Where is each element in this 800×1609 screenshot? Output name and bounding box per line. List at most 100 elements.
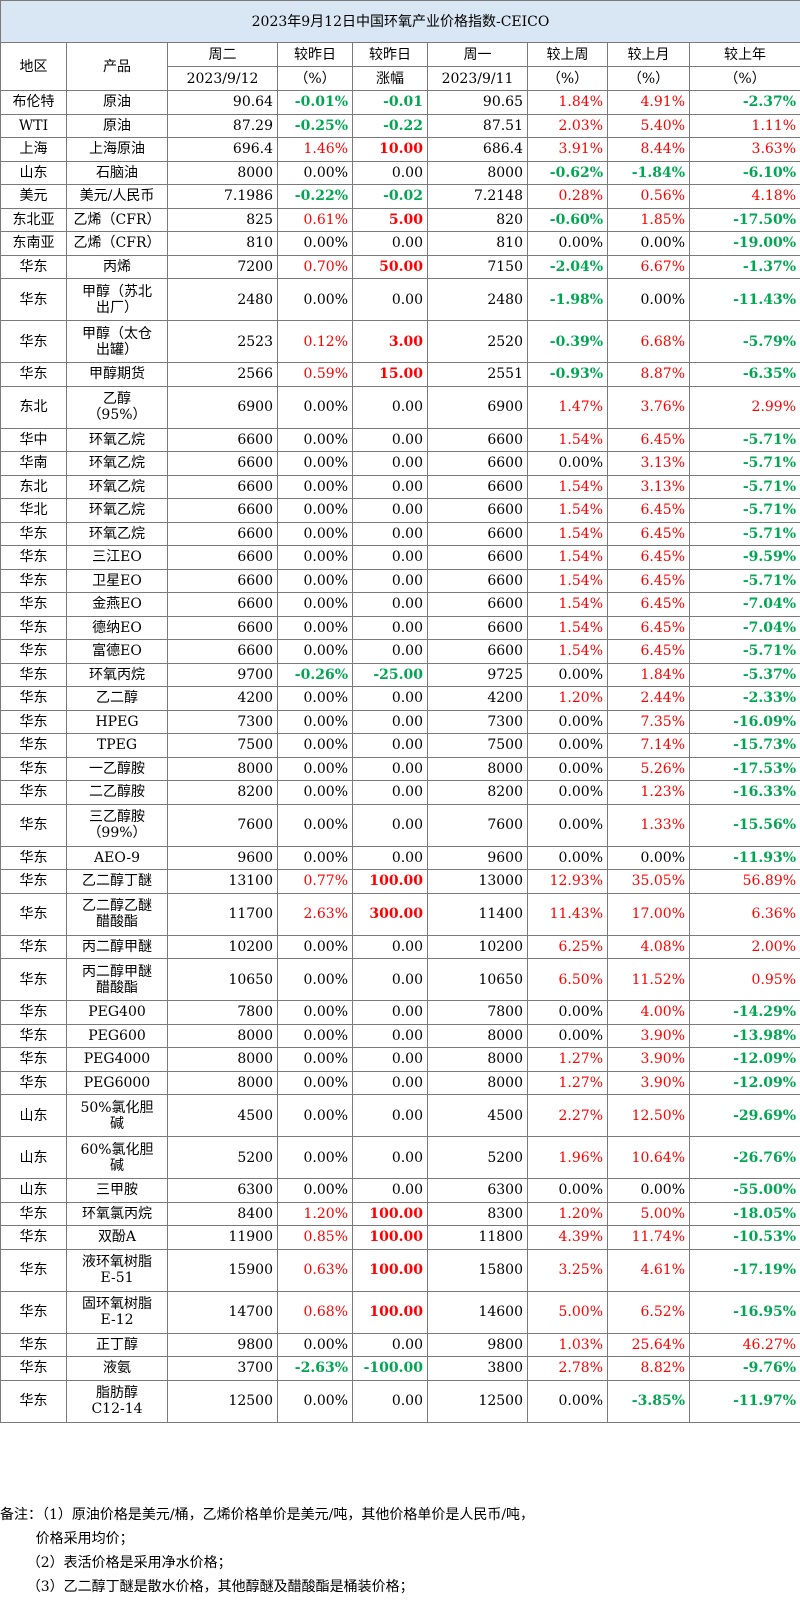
cell-wow: -1.98% [527, 278, 608, 321]
cell-wow: 0.00% [527, 733, 608, 758]
cell-product: 原油 [66, 90, 168, 115]
cell-yoy: -16.95% [688, 1290, 800, 1334]
cell-today: 6600 [167, 639, 278, 664]
cell-dod-chg: 0.00 [352, 845, 428, 870]
cell-dod-pct: 0.00% [277, 427, 353, 452]
header-prev: 周一 [427, 42, 528, 67]
cell-today: 9600 [167, 845, 278, 870]
cell-wow: 0.00% [527, 780, 608, 805]
table-row: 山东 60%氯化胆 碱 5200 0.00% 0.00 5200 1.96% 10.64% -2… [0, 1136, 800, 1179]
cell-dod-chg: 0.00 [352, 1094, 428, 1137]
cell-prev: 6600 [427, 615, 528, 640]
cell-region: 华东 [0, 1000, 67, 1025]
cell-today: 6600 [167, 427, 278, 452]
cell-yoy: -17.53% [688, 756, 800, 781]
cell-yoy: -2.33% [688, 686, 800, 711]
cell-dod-pct: 0.00% [277, 231, 353, 256]
cell-product: AEO-9 [66, 845, 168, 870]
cell-yoy: 4.18% [688, 184, 800, 209]
cell-today: 6300 [167, 1178, 278, 1203]
cell-product: 乙烯（CFR） [66, 207, 168, 232]
header-dod-pct-unit: （%） [277, 66, 353, 91]
cell-wow: 11.43% [527, 892, 608, 936]
cell-mom: 8.44% [607, 137, 690, 162]
cell-mom: 25.64% [607, 1332, 690, 1357]
cell-today: 7200 [167, 254, 278, 279]
cell-mom: 0.00% [607, 231, 690, 256]
cell-wow: 1.54% [527, 545, 608, 570]
header-region: 地区 [0, 42, 67, 91]
cell-dod-pct: 0.00% [277, 639, 353, 664]
cell-mom: 7.14% [607, 733, 690, 758]
cell-product: 环氧乙烷 [66, 498, 168, 523]
cell-dod-chg: -0.01 [352, 90, 428, 115]
cell-wow: 0.00% [527, 803, 608, 847]
cell-dod-chg: 0.00 [352, 934, 428, 959]
cell-region: 华东 [0, 615, 67, 640]
cell-prev: 8000 [427, 160, 528, 185]
cell-dod-pct: -0.22% [277, 184, 353, 209]
cell-product: 脂肪醇 C12-14 [66, 1379, 168, 1423]
cell-wow: 1.27% [527, 1070, 608, 1095]
cell-yoy: -16.33% [688, 780, 800, 805]
cell-today: 8000 [167, 756, 278, 781]
cell-today: 8000 [167, 1047, 278, 1072]
table-row: WTI 原油 87.29 -0.25% -0.22 87.51 2.03% 5.40% 1.11… [0, 113, 800, 138]
cell-dod-chg: 0.00 [352, 160, 428, 185]
cell-dod-pct: 0.00% [277, 1094, 353, 1137]
cell-yoy: -10.53% [688, 1225, 800, 1250]
table-row: 华东 HPEG 7300 0.00% 0.00 7300 0.00% 7.35% -16.09% [0, 709, 800, 734]
cell-product: 三江EO [66, 545, 168, 570]
table-row: 华东 乙二醇 4200 0.00% 0.00 4200 1.20% 2.44% -2.33% [0, 686, 800, 711]
cell-dod-chg: 100.00 [352, 869, 428, 894]
cell-yoy: -19.00% [688, 231, 800, 256]
cell-today: 5200 [167, 1136, 278, 1179]
cell-region: 华东 [0, 686, 67, 711]
cell-dod-chg: 0.00 [352, 1023, 428, 1048]
cell-mom: 4.00% [607, 1000, 690, 1025]
cell-today: 9800 [167, 1332, 278, 1357]
table-row: 上海 上海原油 696.4 1.46% 10.00 686.4 3.91% 8.44% 3.63… [0, 137, 800, 162]
cell-prev: 7.2148 [427, 184, 528, 209]
cell-region: 华东 [0, 521, 67, 546]
cell-wow: 3.91% [527, 137, 608, 162]
table-row: 华东 固环氧树脂 E-12 14700 0.68% 100.00 14600 5.00% 6.… [0, 1290, 800, 1334]
table-row: 华东 AEO-9 9600 0.00% 0.00 9600 0.00% 0.00% -11.93… [0, 845, 800, 870]
cell-today: 7600 [167, 803, 278, 847]
cell-dod-pct: 0.00% [277, 845, 353, 870]
cell-prev: 6600 [427, 521, 528, 546]
cell-dod-chg: -0.02 [352, 184, 428, 209]
cell-region: 东北 [0, 474, 67, 499]
cell-today: 10650 [167, 958, 278, 1001]
cell-mom: 0.00% [607, 1178, 690, 1203]
cell-wow: 4.39% [527, 1225, 608, 1250]
cell-dod-chg: 0.00 [352, 474, 428, 499]
cell-mom: 4.91% [607, 90, 690, 115]
table-row: 华东 金燕EO 6600 0.00% 0.00 6600 1.54% 6.45% -7.04% [0, 592, 800, 617]
cell-mom: 6.45% [607, 568, 690, 593]
cell-yoy: -5.71% [688, 498, 800, 523]
cell-region: 华东 [0, 278, 67, 321]
cell-region: 华东 [0, 1248, 67, 1292]
cell-yoy: -5.71% [688, 474, 800, 499]
cell-yoy: -13.98% [688, 1023, 800, 1048]
table-row: 华东 丙二醇甲醚 10200 0.00% 0.00 10200 6.25% 4.08% 2.00… [0, 934, 800, 959]
cell-wow: 1.54% [527, 615, 608, 640]
notes-section: 备注：（1）原油价格是美元/桶，乙烯价格单价是美元/吨，其他价格单价是人民币/吨… [0, 1503, 800, 1599]
cell-mom: -1.84% [607, 160, 690, 185]
cell-yoy: -5.71% [688, 639, 800, 664]
table-row: 华北 环氧乙烷 6600 0.00% 0.00 6600 1.54% 6.45% -5.71% [0, 498, 800, 523]
cell-product: 固环氧树脂 E-12 [66, 1290, 168, 1334]
cell-mom: 4.08% [607, 934, 690, 959]
cell-prev: 4500 [427, 1094, 528, 1137]
cell-dod-pct: 0.00% [277, 498, 353, 523]
cell-region: 华东 [0, 934, 67, 959]
cell-today: 11900 [167, 1225, 278, 1250]
cell-region: 华东 [0, 803, 67, 847]
table-row: 华东 环氧乙烷 6600 0.00% 0.00 6600 1.54% 6.45% -5.71% [0, 521, 800, 546]
cell-region: 华东 [0, 845, 67, 870]
cell-wow: 0.00% [527, 1379, 608, 1423]
cell-dod-pct: 0.00% [277, 1000, 353, 1025]
cell-dod-pct: -0.25% [277, 113, 353, 138]
cell-dod-chg: 0.00 [352, 1070, 428, 1095]
